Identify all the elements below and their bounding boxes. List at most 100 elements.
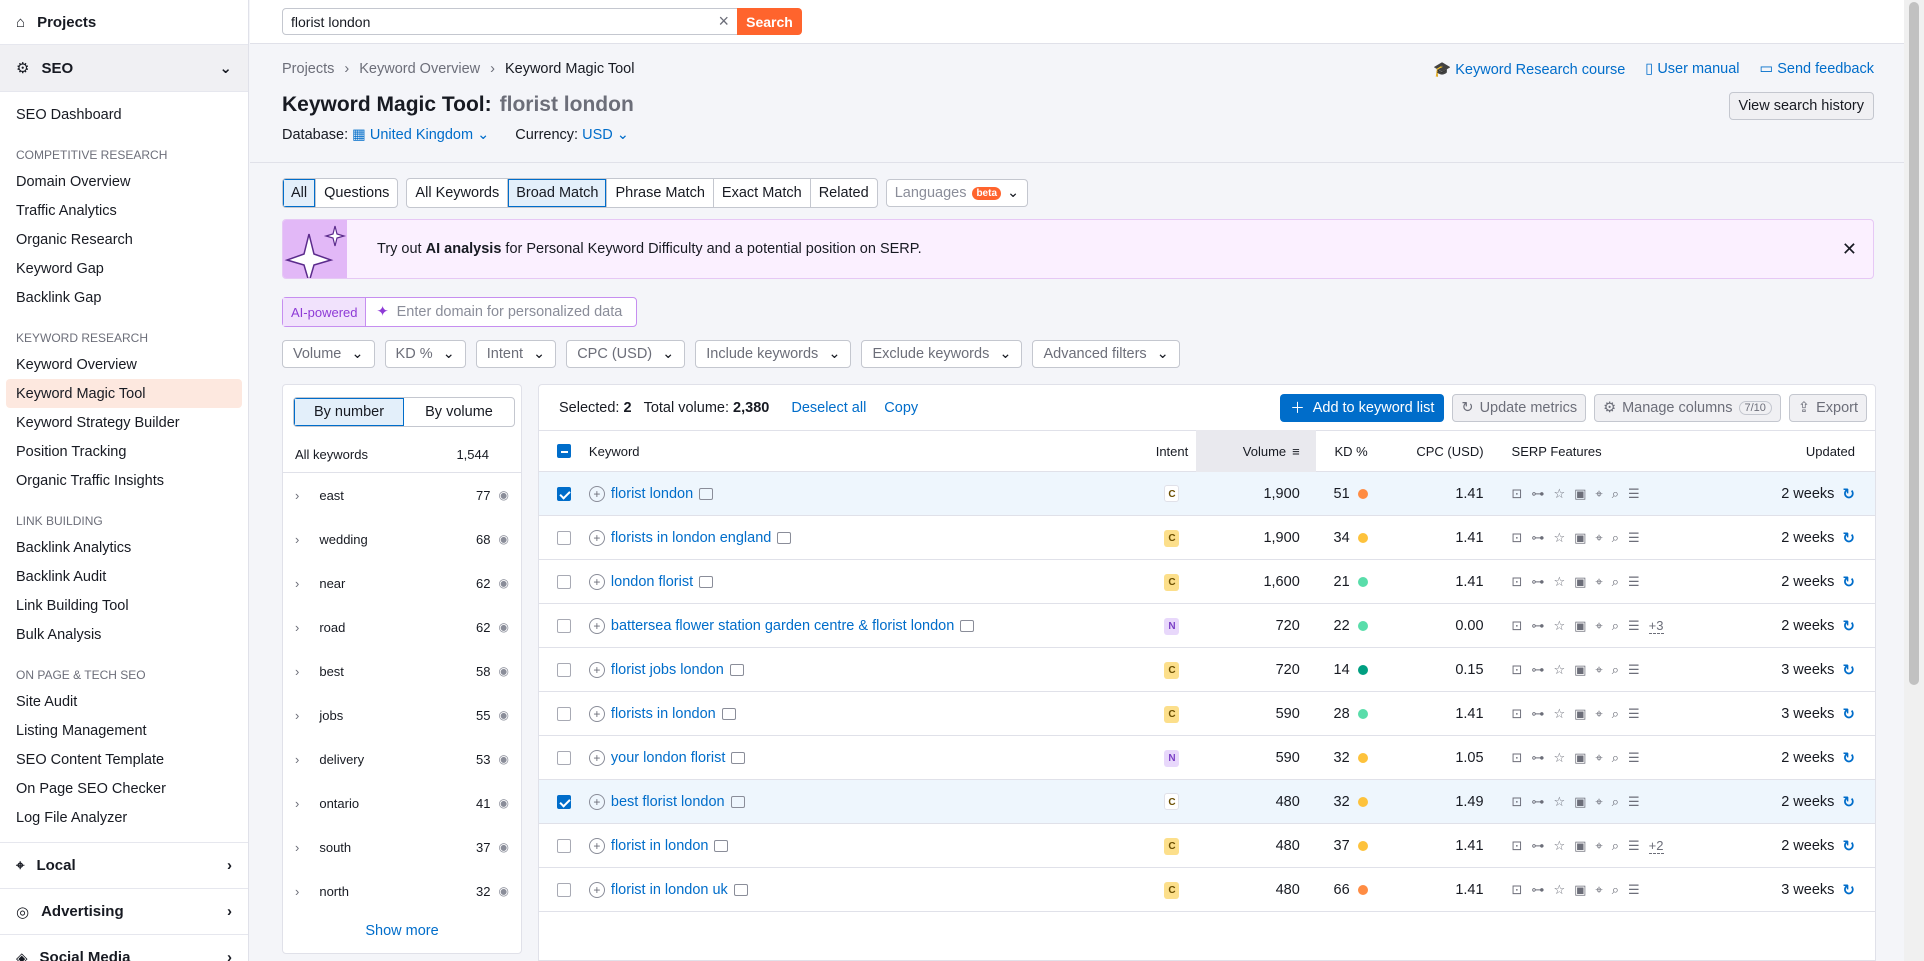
serp-zoom-icon[interactable]: ⊡ xyxy=(1511,881,1523,897)
sidebar-item-keyword-gap[interactable]: Keyword Gap xyxy=(16,260,104,277)
keyword-link[interactable]: best florist london xyxy=(610,793,725,810)
chevron-right-icon[interactable]: › xyxy=(295,751,300,767)
keyword-link[interactable]: florist jobs london xyxy=(610,661,724,678)
row-checkbox[interactable] xyxy=(556,794,571,809)
user-manual-link[interactable]: ▯ User manual xyxy=(1645,61,1739,78)
eye-icon[interactable]: ◉ xyxy=(498,708,509,722)
table-row[interactable]: + florists in london C 590 28 1.41 ⊡ ⊶ ☆ ▣ ⌖ ⌕ ☰ 3 we… xyxy=(539,692,1875,736)
refresh-icon[interactable]: ↻ xyxy=(1842,573,1855,591)
keyword-group-item[interactable]: › jobs 55 ◉ xyxy=(283,693,521,737)
all-keywords-row[interactable]: All keywords 1,544 xyxy=(283,437,521,473)
sidebar-item-domain-overview[interactable]: Domain Overview xyxy=(16,173,131,190)
chevron-right-icon[interactable]: › xyxy=(295,795,300,811)
update-metrics-button[interactable]: ↻ Update metrics xyxy=(1452,393,1587,422)
select-all-checkbox[interactable] xyxy=(556,444,571,458)
sidebar-item-backlink-audit[interactable]: Backlink Audit xyxy=(16,568,107,585)
column-updated[interactable]: Updated xyxy=(1805,443,1855,459)
add-keyword-icon[interactable]: + xyxy=(588,529,605,546)
export-button[interactable]: ⇪ Export xyxy=(1788,393,1867,422)
serp-more-link[interactable]: +2 xyxy=(1648,837,1664,854)
keyword-link[interactable]: florist london xyxy=(610,485,694,502)
refresh-icon[interactable]: ↻ xyxy=(1842,485,1855,503)
filter-intent[interactable]: Intent ⌄ xyxy=(475,340,557,368)
keyword-group-item[interactable]: › best 58 ◉ xyxy=(283,649,521,693)
keyword-group-item[interactable]: › near 62 ◉ xyxy=(283,561,521,605)
add-keyword-icon[interactable]: + xyxy=(588,881,605,898)
show-more-button[interactable]: Show more xyxy=(365,923,439,939)
sidebar-item-keyword-magic-tool[interactable]: Keyword Magic Tool xyxy=(6,379,242,408)
sidebar-item-bulk-analysis[interactable]: Bulk Analysis xyxy=(16,626,102,643)
serp-zoom-icon[interactable]: ⊡ xyxy=(1511,705,1523,721)
languages-dropdown[interactable]: Languages beta ⌄ xyxy=(885,179,1029,207)
filter-advanced-filters[interactable]: Advanced filters ⌄ xyxy=(1032,340,1180,368)
row-checkbox[interactable] xyxy=(556,618,571,633)
add-keyword-icon[interactable]: + xyxy=(588,573,605,590)
tab-all[interactable]: All xyxy=(283,179,317,207)
tab-broad-match[interactable]: Broad Match xyxy=(508,179,608,207)
keyword-link[interactable]: florist in london xyxy=(610,837,709,854)
row-checkbox[interactable] xyxy=(556,574,571,589)
keyword-link[interactable]: your london florist xyxy=(610,749,726,766)
by-number-toggle[interactable]: By number xyxy=(294,398,404,426)
sidebar-item-backlink-gap[interactable]: Backlink Gap xyxy=(16,289,102,306)
manage-columns-button[interactable]: ⚙ Manage columns 7/10 xyxy=(1594,393,1781,422)
serp-more-link[interactable]: +3 xyxy=(1648,617,1664,634)
serp-snapshot-icon[interactable] xyxy=(731,751,746,764)
refresh-icon[interactable]: ↻ xyxy=(1842,705,1855,723)
chevron-right-icon[interactable]: › xyxy=(295,531,300,547)
add-keyword-icon[interactable]: + xyxy=(588,485,605,502)
tab-related[interactable]: Related xyxy=(818,185,869,201)
table-row[interactable]: + battersea flower station garden centre … xyxy=(539,604,1875,648)
chevron-right-icon[interactable]: › xyxy=(295,663,300,679)
keyword-group-item[interactable]: › delivery 53 ◉ xyxy=(283,737,521,781)
database-select[interactable]: ▦ United Kingdom ⌄ xyxy=(352,127,489,143)
chevron-right-icon[interactable]: › xyxy=(295,487,300,503)
sidebar-item-log-file-analyzer[interactable]: Log File Analyzer xyxy=(16,809,128,826)
serp-zoom-icon[interactable]: ⊡ xyxy=(1511,749,1523,765)
serp-snapshot-icon[interactable] xyxy=(721,707,736,720)
keyword-group-item[interactable]: › north 32 ◉ xyxy=(283,869,521,913)
sidebar-group-seo[interactable]: ⚙ SEO ⌄ xyxy=(0,44,248,92)
keyword-course-link[interactable]: 🎓 Keyword Research course xyxy=(1433,61,1625,78)
eye-icon[interactable]: ◉ xyxy=(498,884,509,898)
chevron-right-icon[interactable]: › xyxy=(295,883,300,899)
currency-select[interactable]: USD ⌄ xyxy=(582,127,629,143)
column-kd[interactable]: KD % xyxy=(1334,443,1368,459)
filter-cpc-usd[interactable]: CPC (USD) ⌄ xyxy=(566,340,686,368)
refresh-icon[interactable]: ↻ xyxy=(1842,749,1855,767)
filter-exclude-keywords[interactable]: Exclude keywords ⌄ xyxy=(861,340,1023,368)
serp-snapshot-icon[interactable] xyxy=(960,619,975,632)
sidebar-item-organic-research[interactable]: Organic Research xyxy=(16,231,133,248)
keyword-group-item[interactable]: › wedding 68 ◉ xyxy=(283,517,521,561)
search-button[interactable]: Search xyxy=(737,8,802,35)
view-search-history-button[interactable]: View search history xyxy=(1728,92,1874,120)
scrollbar-thumb[interactable] xyxy=(1909,2,1919,685)
row-checkbox[interactable] xyxy=(556,882,571,897)
send-feedback-link[interactable]: ▭ Send feedback xyxy=(1760,61,1874,78)
keyword-link[interactable]: london florist xyxy=(610,573,694,590)
sidebar-item-backlink-analytics[interactable]: Backlink Analytics xyxy=(16,539,132,556)
add-keyword-icon[interactable]: + xyxy=(588,617,605,634)
add-keyword-icon[interactable]: + xyxy=(588,705,605,722)
add-to-keyword-list-button[interactable]: ＋ Add to keyword list xyxy=(1280,393,1445,422)
keyword-link[interactable]: florists in london xyxy=(610,705,716,722)
row-checkbox[interactable] xyxy=(556,706,571,721)
sidebar-item-listing-management[interactable]: Listing Management xyxy=(16,722,147,739)
refresh-icon[interactable]: ↻ xyxy=(1842,881,1855,899)
tab-exact-match[interactable]: Exact Match xyxy=(714,179,811,207)
deselect-all-button[interactable]: Deselect all xyxy=(791,399,867,416)
table-row[interactable]: + london florist C 1,600 21 1.41 ⊡ ⊶ ☆ ▣ ⌖ ⌕ ☰ 2 week… xyxy=(539,560,1875,604)
table-row[interactable]: + florist in london C 480 37 1.41 ⊡ ⊶ ☆ ▣ ⌖ ⌕ ☰ +2 2 w… xyxy=(539,824,1875,868)
row-checkbox[interactable] xyxy=(556,838,571,853)
sidebar-item-projects[interactable]: ⌂ Projects xyxy=(0,0,248,44)
serp-snapshot-icon[interactable] xyxy=(699,575,714,588)
table-row[interactable]: + your london florist N 590 32 1.05 ⊡ ⊶ ☆ ▣ ⌖ ⌕ ☰ 2 w… xyxy=(539,736,1875,780)
refresh-icon[interactable]: ↻ xyxy=(1842,837,1855,855)
serp-zoom-icon[interactable]: ⊡ xyxy=(1511,485,1523,501)
banner-text-bold[interactable]: AI analysis xyxy=(425,241,502,257)
chevron-right-icon[interactable]: › xyxy=(295,707,300,723)
sidebar-item-link-building-tool[interactable]: Link Building Tool xyxy=(16,597,129,614)
serp-snapshot-icon[interactable] xyxy=(729,663,744,676)
sidebar-group-advertising[interactable]: ◎ Advertising › xyxy=(0,888,248,934)
chevron-right-icon[interactable]: › xyxy=(295,619,300,635)
